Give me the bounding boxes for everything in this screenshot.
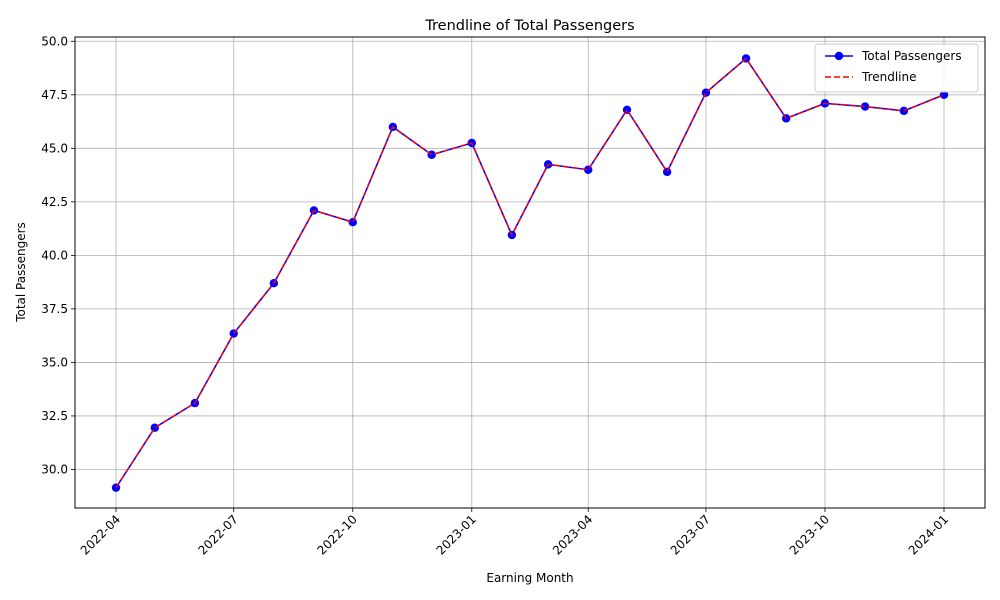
data-point-total-passengers bbox=[662, 167, 672, 177]
data-point-total-passengers bbox=[150, 423, 160, 432]
y-tick-label: 37.5 bbox=[41, 302, 68, 316]
data-point-total-passengers bbox=[348, 217, 357, 227]
legend: Total Passengers Trendline bbox=[814, 43, 979, 93]
legend-label-trendline: Trendline bbox=[861, 70, 917, 84]
y-axis-title: Total Passengers bbox=[14, 222, 28, 323]
legend-label-total-passengers: Total Passengers bbox=[861, 49, 962, 63]
plot-frame bbox=[74, 36, 986, 509]
y-tick-label: 50.0 bbox=[41, 34, 68, 48]
plot-area bbox=[74, 36, 986, 509]
x-axis-title: Earning Month bbox=[486, 571, 573, 585]
y-tick-label: 32.5 bbox=[41, 409, 68, 423]
grid-lines bbox=[75, 37, 985, 508]
legend-marker-total-passengers bbox=[834, 51, 844, 61]
y-tick-label: 45.0 bbox=[41, 141, 68, 155]
data-point-total-passengers bbox=[939, 90, 949, 100]
data-point-total-passengers bbox=[860, 102, 870, 111]
y-tick-label: 30.0 bbox=[41, 462, 68, 476]
series-line-trendline bbox=[115, 57, 945, 489]
data-point-total-passengers bbox=[622, 105, 632, 114]
legend-box bbox=[814, 43, 979, 93]
y-tick-label: 47.5 bbox=[41, 88, 68, 102]
y-tick-label: 35.0 bbox=[41, 355, 68, 369]
y-tick-label: 40.0 bbox=[41, 248, 68, 262]
chart-title: Trendline of Total Passengers bbox=[424, 18, 634, 34]
series-layer bbox=[111, 54, 949, 492]
y-axis: 30.0 32.5 35.0 37.5 40.0 42.5 45.0 47.5 50.0 bbox=[41, 34, 75, 476]
y-tick-label: 42.5 bbox=[41, 195, 68, 209]
